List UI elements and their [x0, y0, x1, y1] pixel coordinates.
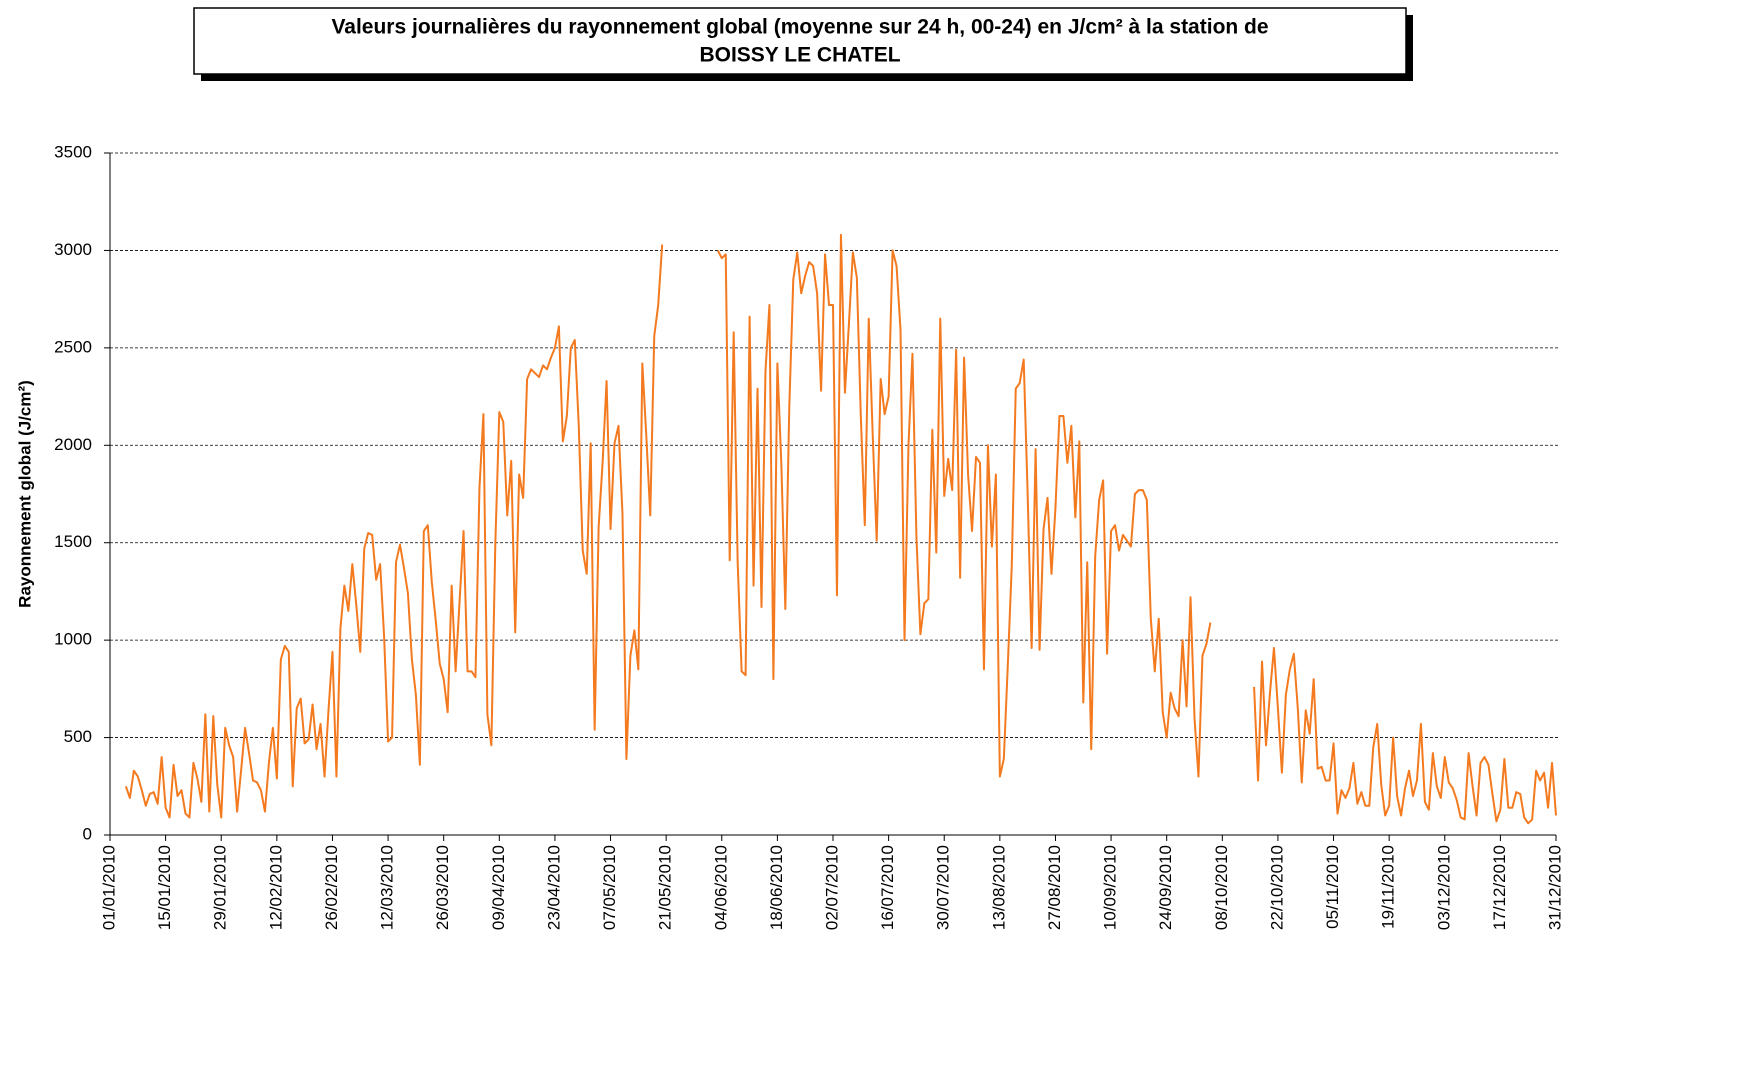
title-box: [193, 7, 1407, 75]
x-tick-label: 15/01/2010: [155, 845, 174, 930]
chart-title: BOISSY LE CHATEL: [699, 44, 900, 67]
x-tick-label: 24/09/2010: [1156, 845, 1175, 930]
x-tick-label: 26/03/2010: [433, 845, 452, 930]
x-tick-label: 27/08/2010: [1045, 845, 1064, 930]
x-tick-label: 21/05/2010: [656, 845, 675, 930]
y-tick-label: 500: [64, 727, 92, 746]
x-tick-label: 03/12/2010: [1434, 845, 1453, 930]
data-line: [124, 233, 1557, 825]
y-axis-label: Rayonnement global (J/cm²): [15, 380, 34, 608]
x-tick-label: 26/02/2010: [322, 845, 341, 930]
chart-title: Valeurs journalières du rayonnement glob…: [331, 16, 1268, 39]
x-tick-label: 31/12/2010: [1545, 845, 1564, 930]
y-tick-label: 2500: [54, 337, 92, 356]
x-tick-label: 13/08/2010: [989, 845, 1008, 930]
x-tick-label: 08/10/2010: [1212, 845, 1231, 930]
x-tick-label: 29/01/2010: [211, 845, 230, 930]
x-tick-label: 01/01/2010: [99, 845, 118, 930]
y-tick-label: 3500: [54, 142, 92, 161]
y-tick-label: 0: [83, 824, 92, 843]
x-tick-label: 22/10/2010: [1267, 845, 1286, 930]
x-tick-label: 07/05/2010: [600, 845, 619, 930]
y-tick-label: 2000: [54, 435, 92, 454]
x-tick-label: 02/07/2010: [822, 845, 841, 930]
x-tick-label: 12/03/2010: [378, 845, 397, 930]
y-tick-label: 3000: [54, 240, 92, 259]
y-tick-label: 1000: [54, 630, 92, 649]
x-tick-label: 30/07/2010: [934, 845, 953, 930]
x-tick-label: 04/06/2010: [711, 845, 730, 930]
x-tick-label: 05/11/2010: [1323, 845, 1342, 929]
x-tick-label: 10/09/2010: [1101, 845, 1120, 930]
x-tick-label: 16/07/2010: [878, 845, 897, 930]
x-tick-label: 19/11/2010: [1379, 845, 1398, 929]
x-tick-label: 09/04/2010: [489, 845, 508, 930]
x-tick-label: 12/02/2010: [266, 845, 285, 930]
x-tick-label: 23/04/2010: [544, 845, 563, 930]
y-tick-label: 1500: [54, 532, 92, 551]
x-tick-label: 17/12/2010: [1490, 845, 1509, 930]
x-tick-label: 18/06/2010: [767, 845, 786, 930]
